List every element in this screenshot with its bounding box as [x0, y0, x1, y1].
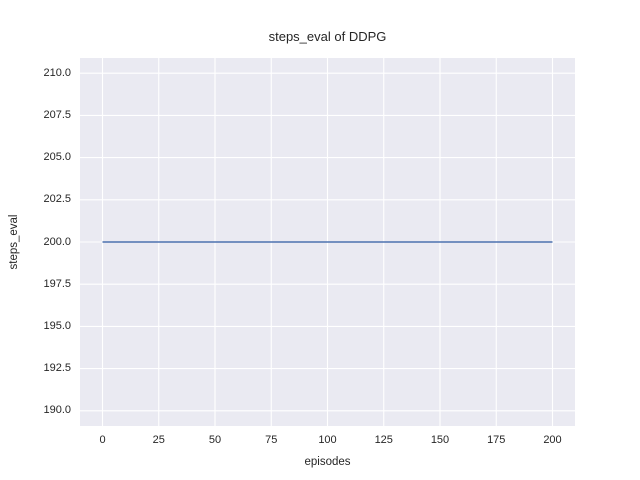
y-tick-label: 202.5	[43, 193, 71, 206]
y-tick-label: 192.5	[43, 362, 71, 375]
x-tick-label: 75	[265, 434, 278, 446]
x-tick-label: 100	[318, 434, 337, 446]
y-tick-label: 197.5	[43, 277, 71, 290]
y-tick-label: 190.0	[43, 404, 71, 417]
x-tick-label: 200	[543, 434, 562, 446]
chart-title: steps_eval of DDPG	[268, 29, 387, 44]
x-tick-label: 0	[99, 434, 106, 446]
x-tick-label: 150	[430, 434, 450, 446]
y-tick-label: 200.0	[43, 235, 71, 248]
x-tick-label: 175	[487, 434, 506, 446]
x-tick-label: 125	[374, 434, 393, 446]
y-tick-label: 210.0	[43, 66, 71, 79]
x-tick-label: 50	[208, 434, 222, 446]
y-tick-label: 195.0	[43, 319, 71, 332]
plot-area	[80, 58, 575, 426]
y-tick-label: 205.0	[43, 151, 71, 164]
x-axis-label: episodes	[304, 456, 351, 468]
plot-canvas	[80, 58, 575, 426]
x-tick-label: 25	[152, 434, 165, 446]
y-tick-label: 207.5	[43, 108, 71, 121]
